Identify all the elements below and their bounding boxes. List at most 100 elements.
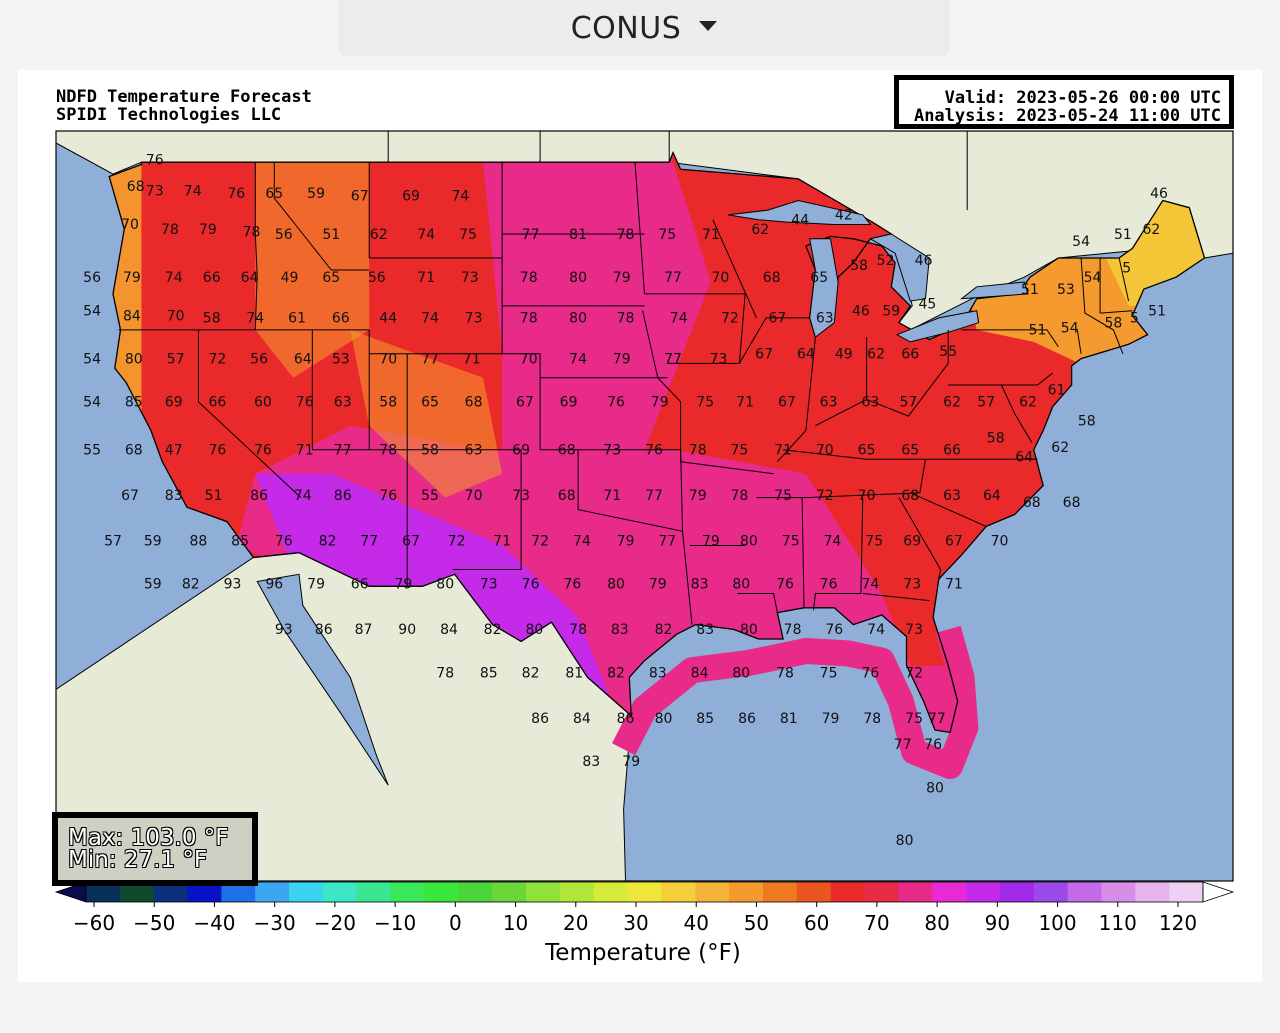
colorbar-segment bbox=[729, 882, 764, 902]
temperature-value-label: 62 bbox=[867, 347, 885, 363]
forecast-figure: 76 68 73 74 76 65 59 67 69 74 70 78 79 78 56 51 62 74 75 77… bbox=[18, 70, 1262, 982]
state-border bbox=[948, 372, 1054, 386]
colorbar-segment bbox=[593, 882, 629, 902]
temperature-value-label: 68 bbox=[127, 179, 145, 195]
temperature-value-label: 84 bbox=[573, 711, 591, 727]
state-border bbox=[273, 162, 370, 271]
colorbar-segment bbox=[999, 882, 1035, 902]
temperature-value-label: 58 bbox=[203, 311, 221, 327]
temperature-value-label: 61 bbox=[288, 311, 306, 327]
temperature-value-label: 81 bbox=[569, 227, 587, 243]
temperature-value-label: 75 bbox=[782, 534, 800, 550]
temperature-value-label: 79 bbox=[649, 577, 667, 593]
temperature-value-label: 70 bbox=[991, 534, 1009, 550]
temperature-value-label: 66 bbox=[901, 347, 919, 363]
temperature-value-label: 65 bbox=[421, 395, 439, 411]
colorbar-segment bbox=[1033, 882, 1069, 902]
temperature-value-label: 73 bbox=[710, 351, 728, 367]
temperature-value-label: 54 bbox=[1084, 270, 1102, 286]
temperature-value-label: 63 bbox=[465, 443, 483, 459]
temperature-value-label: 80 bbox=[896, 833, 914, 849]
colorbar-high-extend bbox=[1202, 881, 1235, 903]
temperature-value-label: 73 bbox=[603, 443, 621, 459]
state-border bbox=[452, 449, 522, 570]
temperature-value-label: 54 bbox=[1061, 320, 1079, 336]
temperature-value-label: 64 bbox=[983, 488, 1001, 504]
temperature-value-label: 78 bbox=[617, 227, 635, 243]
temperature-value-label: 79 bbox=[689, 488, 707, 504]
state-border bbox=[1000, 384, 1033, 443]
temperature-value-label: 57 bbox=[167, 351, 185, 367]
colorbar-segment bbox=[559, 882, 595, 902]
temperature-value-label: 71 bbox=[603, 488, 621, 504]
temperature-value-label: 69 bbox=[560, 395, 578, 411]
temperature-value-label: 76 bbox=[924, 737, 942, 753]
temperature-value-label: 70 bbox=[520, 351, 538, 367]
temperature-value-label: 76 bbox=[607, 395, 625, 411]
temperature-value-label: 85 bbox=[125, 395, 143, 411]
temperature-value-label: 62 bbox=[751, 222, 769, 238]
temperature-value-label: 42 bbox=[835, 208, 853, 224]
coastal-water-band bbox=[612, 625, 979, 779]
temperature-value-label: 66 bbox=[208, 395, 226, 411]
temperature-value-label: 76 bbox=[146, 153, 164, 169]
colorbar-tick-label: −50 bbox=[133, 911, 175, 935]
temperature-value-label: 74 bbox=[569, 351, 587, 367]
temperature-value-label: 73 bbox=[905, 622, 923, 638]
temperature-value-label: 80 bbox=[926, 780, 944, 796]
temperature-value-label: 79 bbox=[702, 534, 720, 550]
temperature-value-label: 86 bbox=[531, 711, 549, 727]
temperature-value-label: 67 bbox=[351, 189, 369, 205]
temperature-value-label: 75 bbox=[774, 488, 792, 504]
colorbar-tick-label: 70 bbox=[864, 911, 889, 935]
temperature-value-label: 76 bbox=[563, 577, 581, 593]
colorbar-segment bbox=[221, 882, 256, 902]
temperature-value-label: 78 bbox=[776, 665, 794, 681]
temperature-value-label: 51 bbox=[1148, 304, 1166, 320]
temperature-value-label: 65 bbox=[858, 443, 876, 459]
temperature-value-label: 80 bbox=[525, 622, 543, 638]
temperature-value-label: 77 bbox=[658, 534, 676, 550]
temperature-value-label: 49 bbox=[281, 270, 299, 286]
temperature-value-label: 54 bbox=[83, 395, 101, 411]
temperature-value-label: 71 bbox=[736, 395, 754, 411]
temperature-value-label: 79 bbox=[613, 351, 631, 367]
colorbar-segment bbox=[153, 882, 189, 902]
temperature-value-label: 86 bbox=[250, 488, 268, 504]
temperature-value-label: 73 bbox=[903, 577, 921, 593]
temperature-value-label: 62 bbox=[1051, 440, 1069, 456]
valid-time: Valid: 2023-05-26 00:00 UTC bbox=[944, 88, 1221, 108]
state-border bbox=[862, 593, 930, 602]
colorbar-segment bbox=[763, 882, 798, 902]
colorbar-segment bbox=[458, 882, 493, 902]
temperature-value-label: 82 bbox=[484, 622, 502, 638]
temperature-value-label: 68 bbox=[901, 488, 919, 504]
temperature-value-label: 79 bbox=[199, 222, 217, 238]
region-selector-label: CONUS bbox=[570, 10, 682, 46]
temperature-value-label: 84 bbox=[440, 622, 458, 638]
temperature-value-label: 73 bbox=[465, 311, 483, 327]
temperature-value-label: 78 bbox=[520, 311, 538, 327]
colorbar: −60 −50 −40 −30 −20 −10 0 10 20 30 40 50 60 70 80 90 100… bbox=[54, 881, 1235, 966]
temperature-value-label: 68 bbox=[558, 443, 576, 459]
region-selector-dropdown[interactable]: CONUS bbox=[338, 0, 950, 56]
temperature-value-label: 73 bbox=[461, 270, 479, 286]
colorbar-segment bbox=[492, 882, 527, 902]
temperature-value-label: 81 bbox=[780, 711, 798, 727]
temperature-value-label: 78 bbox=[730, 488, 748, 504]
temperature-value-label: 78 bbox=[161, 222, 179, 238]
temperature-value-label: 62 bbox=[943, 395, 961, 411]
colorbar-segment bbox=[661, 882, 696, 902]
colorbar-tick-label: 90 bbox=[985, 911, 1010, 935]
colorbar-segment bbox=[119, 882, 155, 902]
temperature-value-label: 82 bbox=[319, 534, 337, 550]
temperature-value-label: 69 bbox=[512, 443, 530, 459]
temperature-value-label: 46 bbox=[852, 304, 870, 320]
colorbar-tick-label: −10 bbox=[374, 911, 416, 935]
colorbar-segment bbox=[1067, 882, 1102, 902]
temperature-value-label: 77 bbox=[664, 351, 682, 367]
colorbar-segment bbox=[864, 882, 899, 902]
temperature-value-label: 61 bbox=[1048, 383, 1066, 399]
temperature-value-label: 72 bbox=[721, 311, 739, 327]
state-border bbox=[910, 492, 987, 527]
